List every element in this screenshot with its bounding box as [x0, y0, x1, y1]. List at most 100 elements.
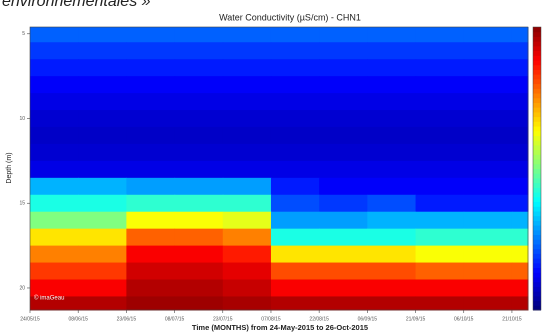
heatmap-cell	[174, 76, 224, 94]
heatmap-cell	[222, 262, 272, 280]
heatmap-cell	[78, 228, 127, 247]
colorbar-segment	[533, 97, 541, 103]
heatmap-cell	[30, 160, 79, 179]
heatmap-cell	[174, 59, 224, 77]
heatmap-cell	[367, 228, 417, 247]
heatmap-cell	[367, 143, 417, 162]
colorbar-segment	[533, 116, 541, 122]
heatmap-cell	[463, 42, 513, 60]
heatmap-cell	[30, 228, 79, 247]
heatmap-cell	[367, 262, 417, 280]
colorbar-segment	[533, 295, 541, 302]
heatmap-cell	[511, 279, 529, 297]
heatmap-cell	[174, 211, 224, 230]
x-tick-label: 21/09/15	[406, 316, 426, 322]
heatmap-cell	[30, 177, 79, 196]
heatmap-cell	[367, 59, 417, 77]
heatmap-cell	[367, 93, 417, 111]
heatmap-cell	[463, 194, 513, 213]
x-tick-label: 08/06/15	[68, 316, 88, 322]
heatmap-cell	[174, 126, 224, 145]
colorbar-segment	[533, 196, 541, 203]
heatmap-cell	[415, 143, 465, 162]
heatmap-cell	[78, 110, 127, 128]
colorbar-segment	[533, 187, 541, 193]
x-tick-label: 06/10/15	[454, 316, 474, 322]
heatmap-cell	[415, 194, 465, 213]
heatmap-cell	[174, 228, 224, 247]
colorbar-segment	[533, 215, 541, 221]
heatmap-cell	[415, 160, 465, 179]
heatmap-cell	[415, 177, 465, 196]
heatmap-cell	[174, 296, 224, 311]
heatmap-cell	[222, 245, 272, 264]
heatmap-cell	[270, 42, 320, 60]
heatmap-cell	[222, 228, 272, 247]
colorbar-segment	[533, 192, 541, 198]
heatmap-cell	[463, 177, 513, 196]
heatmap-cell	[511, 177, 529, 196]
heatmap-cell	[270, 262, 320, 280]
heatmap-cell	[222, 126, 272, 145]
colorbar-segment	[533, 126, 541, 132]
heatmap-cell	[319, 126, 368, 145]
heatmap-cell	[126, 27, 176, 43]
y-axis-label: Depth (m)	[6, 152, 13, 183]
heatmap-cell	[126, 279, 176, 297]
heatmap-cell	[463, 262, 513, 280]
heatmap-cell	[270, 126, 320, 145]
colorbar-segment	[533, 45, 541, 52]
colorbar-segment	[533, 27, 541, 33]
heatmap-cell	[30, 245, 79, 264]
heatmap-cell	[511, 228, 529, 247]
x-tick-label: 08/07/15	[165, 316, 185, 322]
heatmap-cell	[319, 228, 368, 247]
colorbar-segment	[533, 201, 541, 207]
heatmap-cell	[126, 177, 176, 196]
heatmap-cell	[319, 211, 368, 230]
plot-frame	[29, 26, 529, 311]
colorbar-segment	[533, 281, 541, 287]
heatmap-cell	[174, 177, 224, 196]
heatmap-cell	[415, 110, 465, 128]
heatmap-cell	[463, 143, 513, 162]
heatmap-cell	[463, 76, 513, 94]
heatmap-cell	[463, 27, 513, 43]
heatmap-cell	[367, 296, 417, 311]
colorbar-segment	[533, 107, 541, 113]
colorbar-segment	[533, 262, 541, 269]
heatmap-cell	[30, 76, 79, 94]
x-axis-label: Time (MONTHS) from 24-May-2015 to 26-Oct…	[192, 323, 368, 332]
heatmap-cell	[78, 93, 127, 111]
x-tick-label: 23/06/15	[117, 316, 137, 322]
heatmap-cell	[463, 211, 513, 230]
colorbar-segment	[533, 36, 541, 42]
chart-title: Water Conductivity (µS/cm) - CHN1	[219, 12, 361, 22]
heatmap-cell	[463, 160, 513, 179]
colorbar-segment	[533, 159, 541, 165]
y-tick-label: 10	[19, 116, 25, 122]
heatmap-cell	[78, 296, 127, 311]
colorbar-segment	[533, 182, 541, 188]
heatmap-cell	[174, 262, 224, 280]
heatmap-cell	[78, 245, 127, 264]
heatmap-cell	[270, 110, 320, 128]
heatmap-cell	[415, 262, 465, 280]
heatmap-cell	[270, 160, 320, 179]
colorbar-segment	[533, 276, 541, 283]
colorbar-segment	[533, 225, 541, 231]
heatmap-cell	[30, 42, 79, 60]
heatmap-cell	[78, 279, 127, 297]
heatmap-cell	[319, 262, 368, 280]
heatmap-cell	[319, 59, 368, 77]
heatmap-cell	[319, 279, 368, 297]
heatmap-cell	[463, 245, 513, 264]
colorbar-segment	[533, 83, 541, 89]
heatmap-cell	[319, 143, 368, 162]
heatmap-cell	[174, 27, 224, 43]
heatmap-cell	[270, 296, 320, 311]
heatmap-cell	[463, 296, 513, 311]
colorbar-segment	[533, 31, 541, 37]
heatmap-cell	[319, 296, 368, 311]
